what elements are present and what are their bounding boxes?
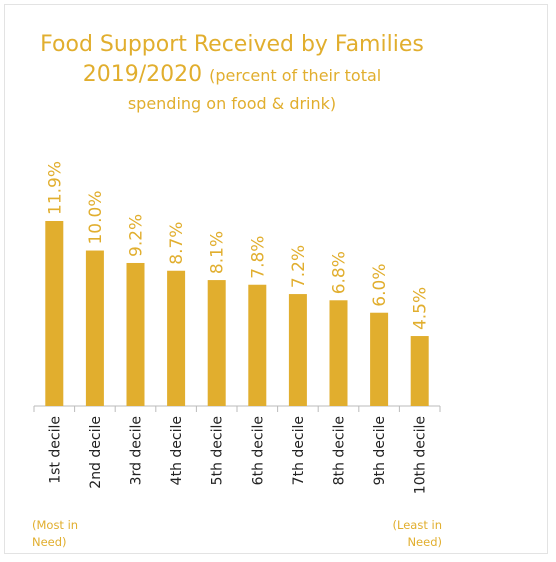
note-least-in-need-line-2: Need) (407, 535, 442, 549)
data-label-2: 10.0% (86, 191, 106, 245)
category-label-3: 3rd decile (129, 416, 145, 485)
chart-title-line-1: Food Support Received by Families (40, 32, 424, 57)
note-most-in-need: (Most in Need) (32, 517, 78, 551)
bar-6 (248, 284, 267, 406)
data-label-9: 6.0% (370, 264, 390, 307)
chart-subtitle-part-1: (percent of their total (209, 66, 382, 85)
category-label-8: 8th decile (332, 416, 348, 485)
category-label-6: 6th decile (250, 416, 266, 485)
data-label-6: 7.8% (248, 236, 268, 279)
note-most-in-need-line-2: Need) (32, 535, 67, 549)
bar-1 (45, 221, 64, 406)
category-label-5: 5th decile (210, 416, 226, 485)
note-most-in-need-line-1: (Most in (32, 518, 79, 532)
data-label-8: 6.8% (330, 251, 350, 294)
chart-title-year: 2019/2020 (82, 62, 203, 87)
data-label-10: 4.5% (411, 287, 431, 330)
note-least-in-need-line-1: (Least in (392, 518, 442, 532)
category-label-4: 4th decile (169, 416, 185, 485)
category-label-7: 7th decile (291, 416, 307, 485)
category-label-1: 1st decile (47, 416, 63, 484)
data-label-5: 8.1% (208, 231, 228, 274)
category-label-2: 2nd decile (88, 416, 104, 489)
data-label-3: 9.2% (127, 214, 147, 257)
bar-5 (207, 280, 226, 406)
category-label-10: 10th decile (413, 416, 429, 494)
data-label-7: 7.2% (289, 245, 309, 288)
data-label-4: 8.7% (167, 222, 187, 265)
bar-7 (288, 294, 307, 406)
bar-2 (85, 250, 104, 406)
category-label-9: 9th decile (372, 416, 388, 485)
data-label-1: 11.9% (45, 161, 65, 215)
bar-4 (167, 270, 186, 406)
bar-8 (329, 300, 348, 406)
bar-9 (370, 312, 389, 406)
chart-subtitle-part-2: spending on food & drink) (127, 94, 337, 113)
bar-10 (410, 336, 429, 406)
chart-title-line-2: 2019/2020 (percent of their total (0, 62, 464, 87)
note-least-in-need: (Least in Need) (380, 517, 442, 551)
bar-3 (126, 262, 145, 406)
